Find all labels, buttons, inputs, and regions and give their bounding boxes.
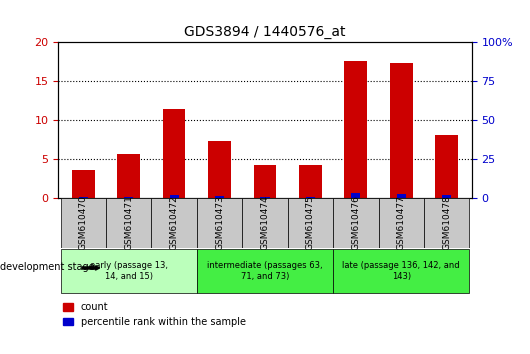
Bar [254,165,276,198]
Bar [242,198,288,248]
Bar [60,249,197,293]
Bar [124,197,133,198]
Text: development stage: development stage [0,262,95,272]
Text: late (passage 136, 142, and
143): late (passage 136, 142, and 143) [342,261,460,280]
Bar [306,197,315,198]
Bar [351,193,360,198]
Bar [197,249,333,293]
Bar [424,198,470,248]
Bar [72,170,95,198]
Legend: count, percentile rank within the sample: count, percentile rank within the sample [63,302,246,327]
Bar [378,198,424,248]
Bar [435,135,458,198]
Bar [260,197,270,198]
Text: GSM610472: GSM610472 [170,196,179,250]
Text: GSM610477: GSM610477 [397,195,406,251]
Text: GSM610478: GSM610478 [442,195,451,251]
Text: GSM610471: GSM610471 [124,195,133,251]
Bar [106,198,152,248]
Bar [397,194,406,198]
Bar [390,63,413,198]
Bar [197,198,242,248]
Text: GSM610474: GSM610474 [261,196,269,250]
Bar [288,198,333,248]
Bar [152,198,197,248]
Bar [163,109,186,198]
Text: intermediate (passages 63,
71, and 73): intermediate (passages 63, 71, and 73) [207,261,323,280]
Bar [299,165,322,198]
Bar [333,198,378,248]
Bar [442,195,451,198]
Text: GSM610475: GSM610475 [306,195,315,251]
Bar [208,141,231,198]
Bar [344,61,367,198]
Text: GSM610476: GSM610476 [351,195,360,251]
Bar [117,154,140,198]
Text: early (passage 13,
14, and 15): early (passage 13, 14, and 15) [90,261,167,280]
Text: GSM610473: GSM610473 [215,195,224,251]
Bar [60,198,106,248]
Bar [170,195,179,198]
Bar [215,196,224,198]
Title: GDS3894 / 1440576_at: GDS3894 / 1440576_at [184,25,346,39]
Text: GSM610470: GSM610470 [79,195,88,251]
Bar [333,249,470,293]
